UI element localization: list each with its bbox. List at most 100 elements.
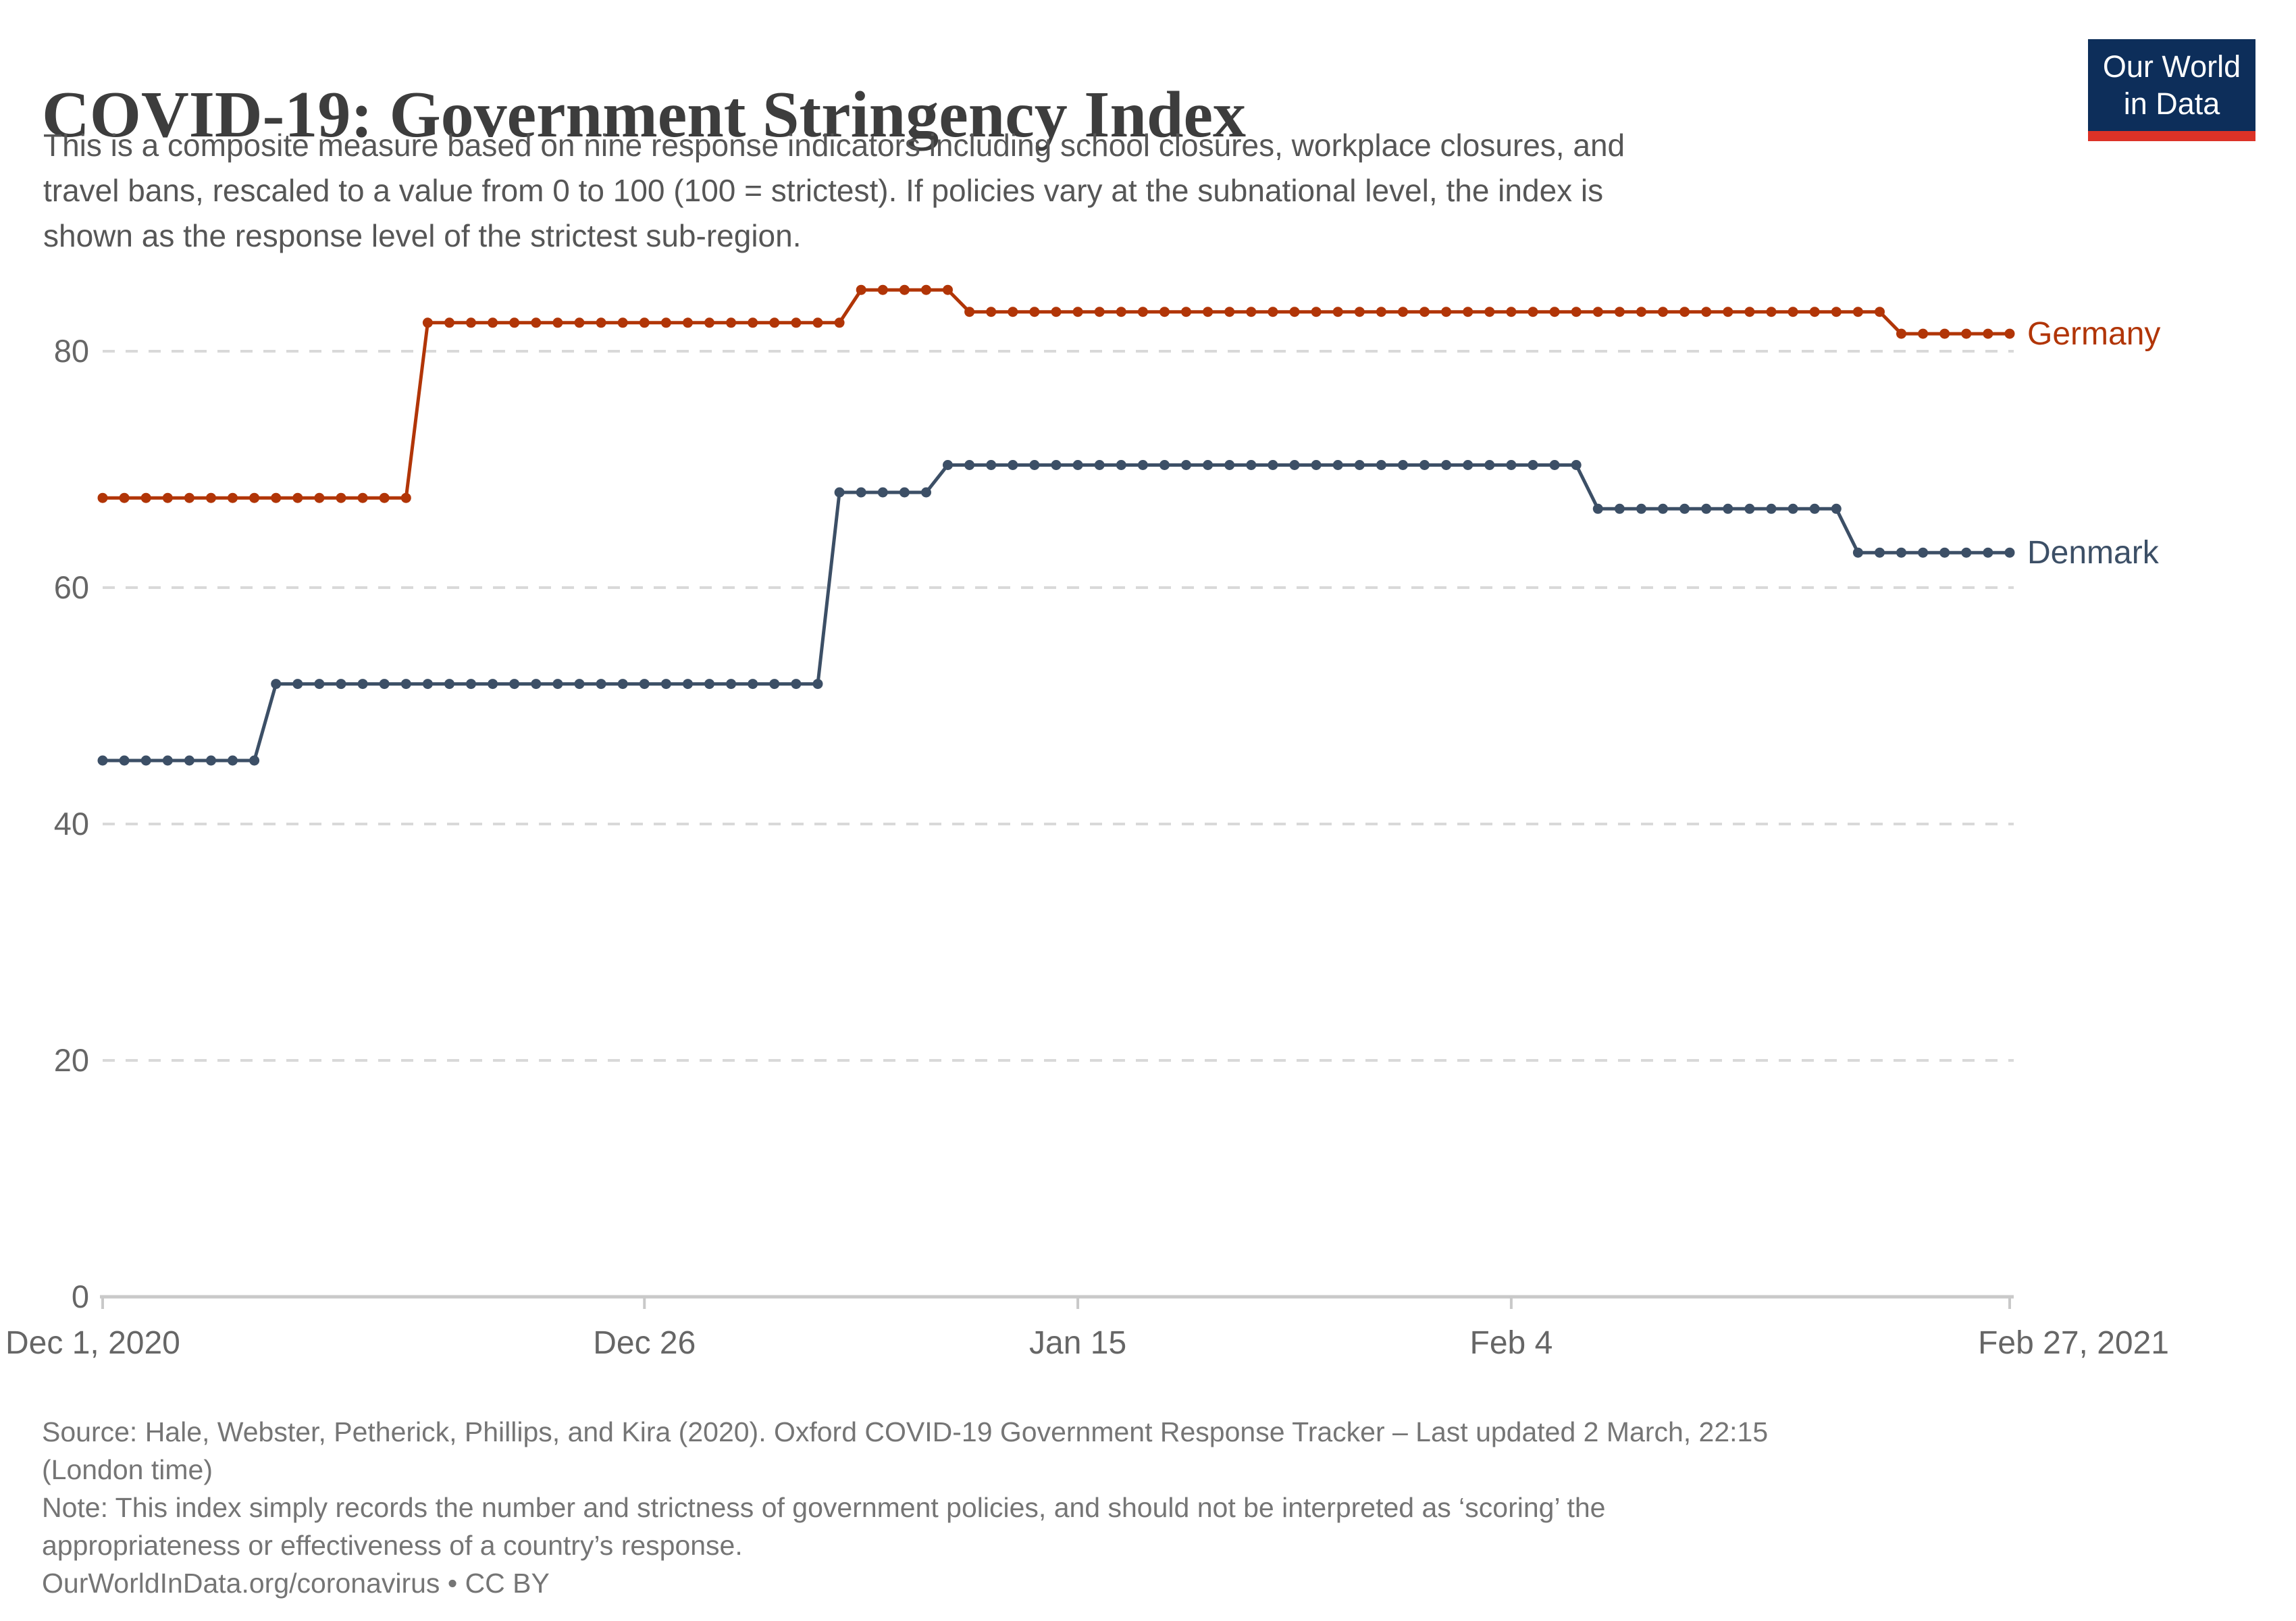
data-point [379, 492, 390, 503]
data-point [1311, 460, 1322, 470]
data-point [140, 492, 151, 503]
data-point [1376, 307, 1386, 317]
data-point [1008, 307, 1018, 317]
data-point [509, 679, 520, 690]
data-point [1332, 307, 1343, 317]
data-point [660, 317, 671, 328]
owid-logo-line2: in Data [2123, 86, 2220, 121]
data-point [1289, 307, 1300, 317]
data-point [834, 317, 845, 328]
data-point [1463, 307, 1473, 317]
data-point [1354, 307, 1365, 317]
data-point [1592, 503, 1603, 514]
data-point [877, 487, 888, 498]
data-point [1723, 503, 1733, 514]
data-point [1419, 460, 1430, 470]
data-point [726, 679, 737, 690]
series-label-germany[interactable]: Germany [2027, 316, 2160, 352]
data-point [1679, 307, 1690, 317]
data-point [943, 460, 953, 470]
data-point [206, 492, 216, 503]
data-point [660, 679, 671, 690]
data-point [1961, 547, 1972, 558]
data-point [1398, 307, 1408, 317]
data-point [228, 755, 238, 766]
data-point [617, 317, 628, 328]
data-point [1268, 460, 1278, 470]
data-point [1484, 460, 1495, 470]
data-point [184, 492, 194, 503]
data-point [1506, 307, 1517, 317]
data-point [1441, 307, 1452, 317]
data-point [292, 679, 303, 690]
subtitle-line: shown as the response level of the stric… [43, 218, 802, 253]
data-point [1159, 307, 1170, 317]
data-point [400, 679, 411, 690]
data-point [1008, 460, 1018, 470]
data-point [1029, 460, 1040, 470]
data-point [1852, 547, 1863, 558]
data-point [791, 317, 802, 328]
data-point [1788, 307, 1798, 317]
data-point [1809, 503, 1820, 514]
series-label-denmark[interactable]: Denmark [2027, 535, 2160, 571]
data-point [1679, 503, 1690, 514]
data-point [1939, 328, 1950, 339]
data-point [1896, 547, 1906, 558]
data-point [292, 492, 303, 503]
data-point [162, 492, 173, 503]
data-point [444, 317, 454, 328]
data-point [1137, 460, 1148, 470]
data-point [1116, 460, 1126, 470]
data-point [1961, 328, 1972, 339]
data-point [1658, 503, 1668, 514]
data-point [422, 317, 433, 328]
data-point [1788, 503, 1798, 514]
data-point [1484, 307, 1495, 317]
x-tick-label: Dec 1, 2020 [5, 1325, 180, 1361]
data-point [1441, 460, 1452, 470]
data-point [271, 492, 282, 503]
y-tick-label: 60 [54, 569, 89, 605]
data-point [617, 679, 628, 690]
x-tick-label: Dec 26 [593, 1325, 696, 1361]
data-point [1072, 460, 1083, 470]
data-point [357, 679, 368, 690]
data-point [184, 755, 194, 766]
data-point [379, 679, 390, 690]
data-point [1246, 460, 1257, 470]
data-point [1289, 460, 1300, 470]
data-point [119, 755, 130, 766]
data-point [336, 679, 346, 690]
data-point [921, 284, 931, 295]
data-point [1181, 460, 1191, 470]
data-point [1029, 307, 1040, 317]
data-point [683, 317, 693, 328]
data-point [206, 755, 216, 766]
data-point [856, 487, 866, 498]
data-point [986, 307, 997, 317]
data-point [1939, 547, 1950, 558]
owid-url[interactable]: OurWorldInData.org/coronavirus • CC BY [42, 1568, 550, 1599]
data-point [1137, 307, 1148, 317]
data-point [1766, 307, 1777, 317]
data-point [1658, 307, 1668, 317]
data-point [1852, 307, 1863, 317]
data-point [1094, 460, 1105, 470]
y-tick-label: 0 [72, 1279, 89, 1314]
data-point [97, 492, 108, 503]
data-point [488, 317, 498, 328]
data-point [964, 307, 975, 317]
x-tick-label: Feb 4 [1470, 1325, 1553, 1361]
data-point [1463, 460, 1473, 470]
data-point [1181, 307, 1191, 317]
data-point [899, 284, 910, 295]
subtitle-line: This is a composite measure based on nin… [43, 128, 1625, 163]
data-point [249, 492, 260, 503]
data-point [2004, 547, 2015, 558]
data-point [1744, 503, 1755, 514]
data-point [162, 755, 173, 766]
owid-logo[interactable]: Our World in Data [2088, 39, 2255, 141]
data-point [1094, 307, 1105, 317]
